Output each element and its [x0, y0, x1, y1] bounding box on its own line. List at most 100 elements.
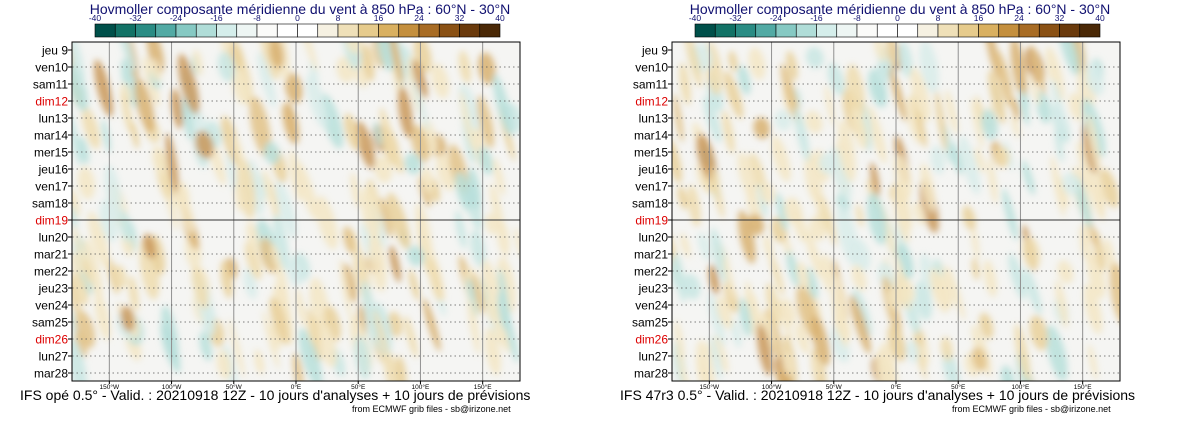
field-patch: [81, 105, 101, 150]
field-patch: [78, 136, 89, 165]
field-patch: [482, 259, 501, 315]
field-patch: [269, 296, 290, 345]
field-patch: [774, 109, 792, 131]
field-patch: [958, 135, 981, 195]
date-label: dim12: [635, 95, 668, 109]
field-patch: [836, 204, 859, 266]
field-patch: [1080, 237, 1094, 265]
field-patch: [753, 117, 771, 140]
field-patch: [812, 355, 820, 379]
field-patch: [794, 107, 810, 162]
date-label: dim12: [35, 95, 68, 109]
date-label: jeu16: [638, 163, 669, 177]
field-patch: [765, 282, 781, 327]
field-patch: [1056, 176, 1069, 208]
colorbar-tick-label: -16: [210, 13, 223, 23]
colorbar-tick-label: 16: [974, 13, 984, 23]
field-patch: [786, 250, 800, 287]
hovmoller-panel-ope: Hovmoller composante méridienne du vent …: [20, 1, 530, 414]
longitude-label: 150°W: [100, 383, 120, 390]
field-patch: [182, 96, 194, 141]
date-label: lun20: [39, 231, 69, 245]
field-patch: [870, 162, 880, 197]
longitude-label: 150°W: [700, 383, 720, 390]
field-patch: [835, 274, 848, 321]
colorbar-tick-label: -16: [810, 13, 823, 23]
field-patch: [228, 318, 245, 378]
field-patch: [1000, 365, 1015, 381]
hovmoller-panel-47r3: Hovmoller composante méridienne du vent …: [600, 0, 1200, 424]
date-label: mar28: [634, 367, 668, 381]
field-patch: [786, 50, 798, 81]
field-patch: [805, 230, 823, 279]
field-patch: [72, 112, 83, 166]
field-patch: [796, 261, 809, 290]
field-patch: [684, 42, 703, 88]
field-patch: [894, 252, 911, 312]
field-patch: [885, 42, 897, 68]
field-patch: [1022, 236, 1041, 270]
field-patch: [737, 210, 756, 264]
field-patch: [75, 330, 88, 358]
field-patch: [805, 110, 823, 134]
field-patch: [722, 109, 735, 155]
field-patch: [974, 147, 986, 174]
colorbar-swatch: [816, 23, 838, 38]
data-credit: from ECMWF grib files - sb@irizone.net: [352, 404, 511, 414]
field-patch: [1021, 159, 1035, 196]
field-patch: [421, 166, 434, 194]
date-label: lun13: [639, 112, 669, 126]
date-label: mar14: [34, 129, 68, 143]
field-patch: [1024, 268, 1042, 315]
field-patch: [387, 311, 403, 338]
plot-frame: [671, 41, 1121, 382]
date-label: ven17: [635, 180, 668, 194]
colorbar-swatch: [94, 23, 116, 38]
field-patch: [723, 257, 736, 301]
field-patch: [269, 42, 284, 69]
field-patch: [363, 312, 376, 352]
field-patch: [852, 288, 872, 337]
field-patch: [874, 42, 887, 62]
colorbar-swatch: [795, 23, 817, 38]
field-patch: [361, 43, 375, 82]
field-patch: [234, 183, 243, 213]
field-patch: [710, 167, 725, 219]
field-patch: [1011, 98, 1020, 121]
field-patch: [373, 121, 383, 147]
field-patch: [497, 290, 511, 332]
field-patch: [1029, 315, 1049, 351]
date-label: sam25: [632, 316, 668, 330]
colorbar-swatch: [297, 23, 319, 38]
longitude-label: 100°W: [162, 383, 182, 390]
field-patch: [408, 269, 420, 301]
field-patch: [1014, 323, 1031, 381]
field-patch: [373, 309, 389, 360]
chart-footer: IFS 47r3 0.5° - Valid. : 20210918 12Z - …: [620, 387, 1136, 403]
field-patch: [1010, 42, 1027, 98]
plot-frame: [71, 41, 521, 382]
field-patch: [1109, 262, 1120, 325]
field-patch: [682, 273, 701, 300]
field-patch: [673, 252, 686, 303]
field-patch: [672, 138, 683, 184]
field-patch: [368, 232, 387, 292]
longitude-label: 50°W: [826, 383, 843, 390]
field-patch: [748, 47, 766, 80]
field-patch: [775, 192, 788, 232]
field-patch: [929, 268, 950, 313]
field-patch: [1036, 91, 1051, 124]
field-patch: [143, 233, 156, 259]
date-label: jeu23: [38, 282, 69, 296]
field-patch: [232, 135, 244, 165]
field-patch: [913, 201, 926, 225]
field-patch: [673, 93, 684, 143]
colorbar-swatch: [1018, 23, 1040, 38]
field-patch: [467, 294, 481, 355]
field-patch: [979, 312, 994, 340]
date-label: mer22: [634, 265, 668, 279]
colorbar-swatch: [998, 23, 1020, 38]
data-credit: from ECMWF grib files - sb@irizone.net: [952, 404, 1111, 414]
colorbar-swatch: [694, 23, 716, 38]
grid: [72, 42, 520, 381]
